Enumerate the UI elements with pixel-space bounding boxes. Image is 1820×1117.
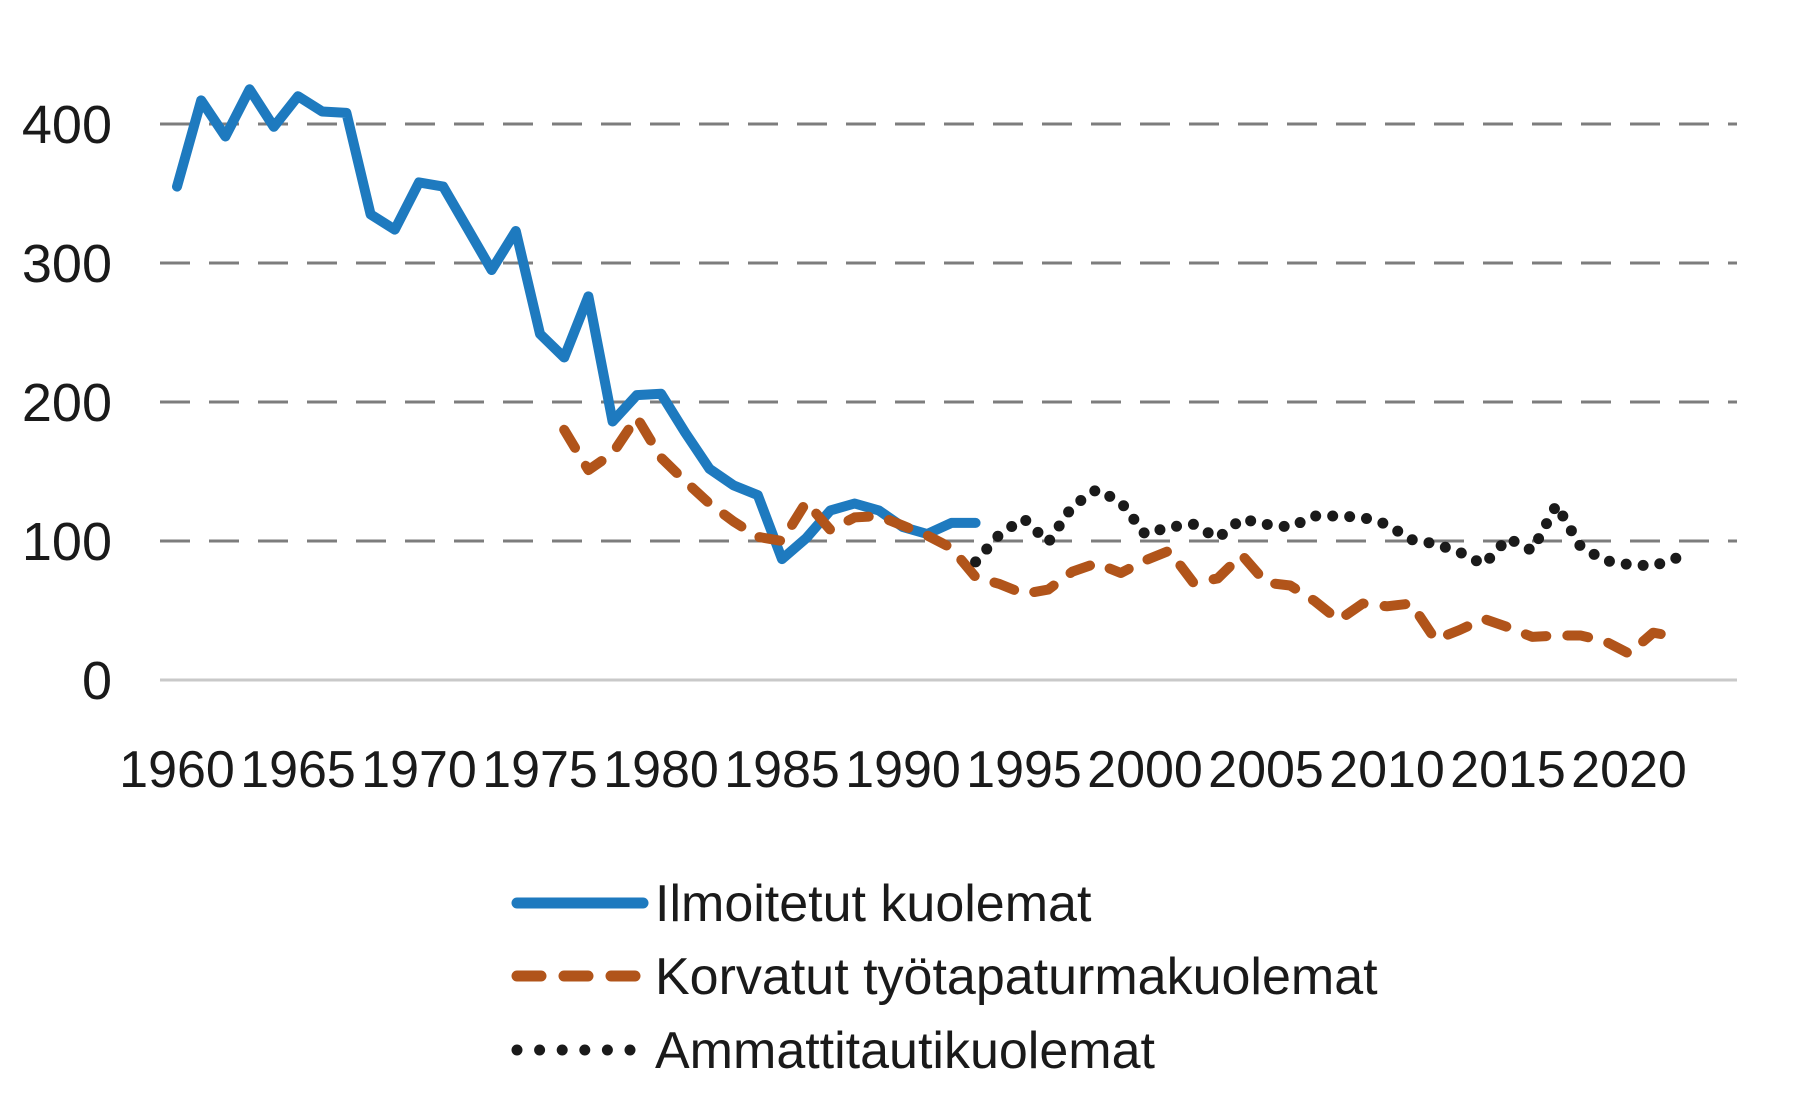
x-tick-label-2000: 2000 [1087, 741, 1203, 799]
y-axis-labels: 0 100 200 300 400 [22, 95, 112, 711]
y-tick-label-100: 100 [22, 512, 112, 572]
y-tick-label-300: 300 [22, 234, 112, 294]
x-tick-label-1985: 1985 [724, 741, 840, 799]
legend-label-reported-deaths: Ilmoitetut kuolemat [655, 875, 1092, 933]
x-tick-label-2005: 2005 [1208, 741, 1324, 799]
series-lines [172, 84, 1683, 659]
y-tick-label-400: 400 [22, 95, 112, 155]
legend-label-compensated-accident-deaths: Korvatut työtapaturmakuolemat [655, 948, 1378, 1006]
series-line-2 [970, 484, 1683, 572]
x-tick-label-1970: 1970 [361, 741, 477, 799]
series-line-1 [559, 412, 1683, 659]
x-tick-label-1975: 1975 [482, 741, 598, 799]
legend: Ilmoitetut kuolemat Korvatut työtapaturm… [511, 875, 1378, 1080]
gridlines [160, 122, 1737, 682]
x-tick-label-2010: 2010 [1329, 741, 1445, 799]
x-tick-label-2020: 2020 [1571, 741, 1687, 799]
y-tick-label-0: 0 [82, 651, 112, 711]
x-axis-labels: 1960 1965 1970 1975 1980 1985 1990 1995 2000 2005… [119, 741, 1687, 799]
series-line-0 [172, 84, 981, 565]
x-tick-label-1995: 1995 [966, 741, 1082, 799]
y-tick-label-200: 200 [22, 373, 112, 433]
x-tick-label-1990: 1990 [845, 741, 961, 799]
x-tick-label-1960: 1960 [119, 741, 235, 799]
x-tick-label-2015: 2015 [1450, 741, 1566, 799]
x-tick-label-1965: 1965 [240, 741, 356, 799]
x-tick-label-1980: 1980 [603, 741, 719, 799]
legend-label-occupational-disease-deaths: Ammattitautikuolemat [655, 1022, 1156, 1080]
